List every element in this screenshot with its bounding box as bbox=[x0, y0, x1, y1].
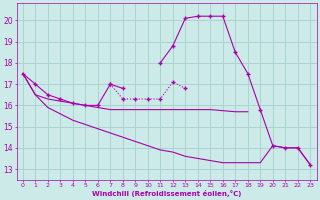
X-axis label: Windchill (Refroidissement éolien,°C): Windchill (Refroidissement éolien,°C) bbox=[92, 190, 241, 197]
